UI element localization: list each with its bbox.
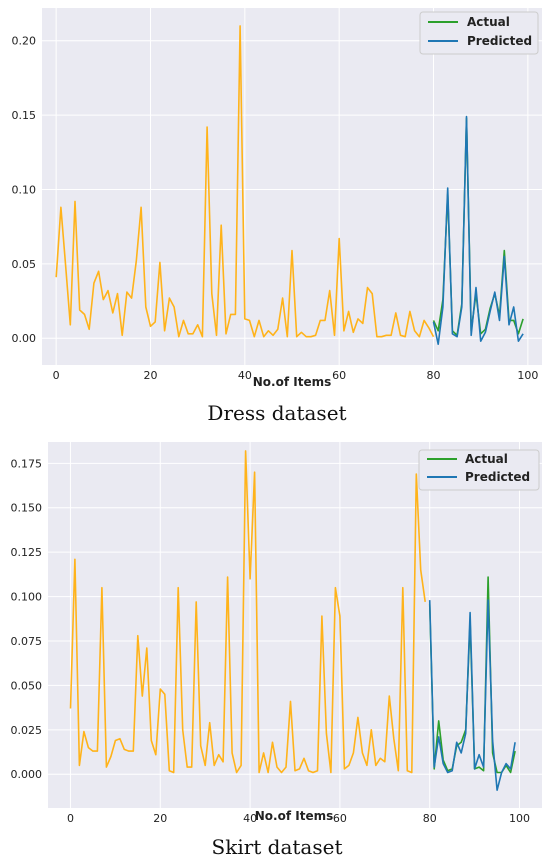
x-tick-label: 80 — [423, 812, 437, 825]
y-tick-label: 0.125 — [11, 546, 43, 559]
dress-chart-panel: 0.00 0.05 0.10 0.15 0.20 0 20 40 60 80 100 No.of I… — [0, 0, 550, 430]
y-tick-label: 0.05 — [12, 258, 37, 271]
series — [55, 25, 524, 346]
x-tick-label: 20 — [153, 812, 167, 825]
x-tick-label: 0 — [67, 812, 74, 825]
legend-label-predicted: Predicted — [465, 470, 530, 484]
y-tick-label: 0.15 — [12, 109, 37, 122]
x-axis-label: No.of Items — [255, 809, 333, 823]
x-tick-label: 100 — [517, 369, 538, 382]
x-tick-label: 80 — [427, 369, 441, 382]
series-line-predicted — [428, 599, 516, 792]
legend: Actual Predicted — [419, 11, 539, 55]
x-tick-label: 20 — [143, 369, 157, 382]
y-tick-label: 0.000 — [11, 768, 43, 781]
y-tick-label: 0.150 — [11, 502, 43, 515]
plot-area — [42, 8, 542, 365]
skirt-line-chart: 0.000 0.025 0.050 0.075 0.100 0.125 0.150 0.175… — [11, 442, 542, 859]
series-line-history — [55, 25, 435, 338]
plot-area — [48, 442, 542, 808]
series — [69, 450, 516, 792]
legend-label-predicted: Predicted — [467, 34, 532, 48]
series-line-predicted — [432, 115, 524, 346]
grid — [48, 442, 542, 808]
x-tick-label: 60 — [332, 369, 346, 382]
x-tick-label: 60 — [333, 812, 347, 825]
legend-label-actual: Actual — [467, 15, 510, 29]
y-tick-label: 0.075 — [11, 635, 43, 648]
x-tick-label: 40 — [243, 812, 257, 825]
tick-labels: 0.00 0.05 0.10 0.15 0.20 0 20 40 60 80 100 — [12, 35, 539, 382]
x-tick-label: 0 — [53, 369, 60, 382]
legend-label-actual: Actual — [465, 452, 508, 466]
chart-caption: Skirt dataset — [212, 835, 343, 859]
series-line-history — [69, 450, 426, 774]
x-axis-label: No.of Items — [253, 375, 331, 389]
grid — [42, 8, 542, 365]
y-tick-label: 0.175 — [11, 457, 43, 470]
y-tick-label: 0.20 — [12, 35, 37, 48]
x-tick-label: 40 — [238, 369, 252, 382]
y-tick-label: 0.025 — [11, 724, 43, 737]
skirt-chart-panel: 0.000 0.025 0.050 0.075 0.100 0.125 0.150 0.175… — [0, 430, 550, 861]
x-tick-label: 100 — [509, 812, 530, 825]
tick-labels: 0.000 0.025 0.050 0.075 0.100 0.125 0.150 0.175… — [11, 457, 531, 825]
y-tick-label: 0.10 — [12, 183, 37, 196]
y-tick-label: 0.00 — [12, 332, 37, 345]
y-tick-label: 0.100 — [11, 591, 43, 604]
chart-caption: Dress dataset — [207, 401, 346, 425]
y-tick-label: 0.050 — [11, 679, 43, 692]
dress-line-chart: 0.00 0.05 0.10 0.15 0.20 0 20 40 60 80 100 No.of I… — [12, 8, 542, 425]
legend: Actual Predicted — [418, 449, 540, 491]
